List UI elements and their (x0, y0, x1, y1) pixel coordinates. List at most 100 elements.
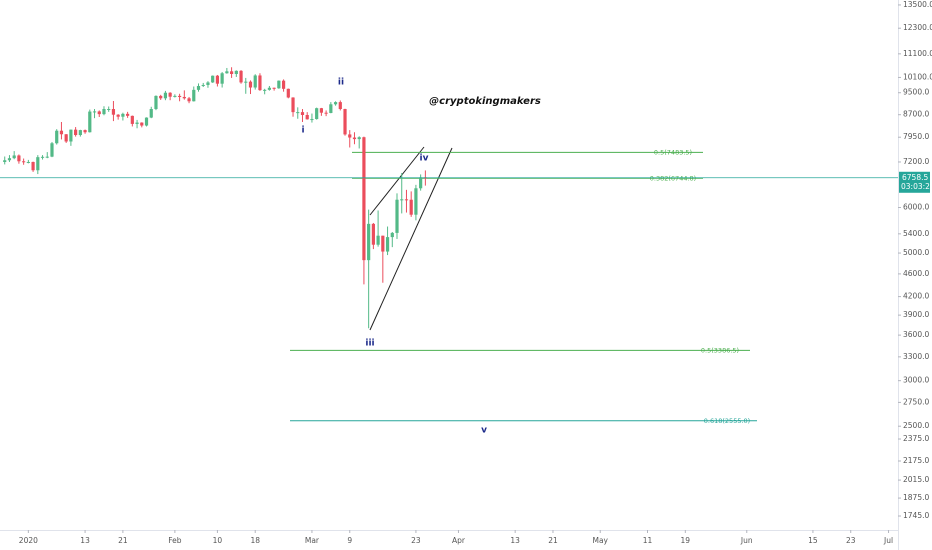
candle-body (22, 161, 26, 163)
last-price-label: 6758.5 (902, 173, 928, 182)
candle-body (17, 155, 21, 162)
candle-body (409, 199, 413, 215)
candle-body (211, 75, 215, 83)
y-tick-label: 7950.0 (903, 132, 929, 141)
candle-body (140, 122, 144, 126)
x-tick-label: 9 (347, 536, 352, 545)
candle-body (40, 156, 45, 158)
candle-body (305, 114, 309, 120)
candle-body (263, 89, 267, 91)
candle-body (3, 160, 7, 162)
candle-body (253, 75, 257, 88)
x-tick-label: 21 (548, 536, 558, 545)
x-tick-label: May (592, 536, 608, 545)
candle-body (277, 80, 281, 89)
candle-body (55, 130, 59, 144)
y-tick-label: 13500.0 (903, 0, 932, 9)
candle-body (286, 88, 290, 98)
candle-body (414, 188, 418, 215)
candle-body (225, 71, 229, 74)
x-tick-label: 23 (846, 536, 856, 545)
candle-body (201, 84, 205, 86)
y-tick-label: 2500.0 (903, 421, 929, 430)
candle-body (111, 109, 116, 115)
candle-body (367, 223, 371, 261)
y-tick-label: 2015.0 (903, 475, 929, 484)
candle-body (385, 237, 390, 252)
candle-body (267, 87, 271, 90)
candle-body (64, 134, 68, 142)
y-tick-label: 5000.0 (903, 248, 929, 257)
y-tick-label: 2750.0 (903, 397, 929, 406)
y-tick-label: 12300.0 (903, 23, 932, 32)
candle-body (192, 89, 196, 102)
x-tick-label: 18 (250, 536, 260, 545)
x-tick-label: 13 (80, 536, 90, 545)
candle-body (319, 108, 323, 113)
candle-body (178, 95, 182, 97)
candle-body (12, 155, 16, 159)
x-tick-label: 10 (213, 536, 223, 545)
candle-body (248, 81, 253, 88)
candle-body (338, 102, 342, 110)
y-tick-label: 2375.0 (903, 434, 929, 443)
y-tick-label: 4600.0 (903, 269, 929, 278)
candle-body (281, 80, 286, 89)
candle-body (74, 129, 78, 136)
candle-body (182, 96, 186, 99)
candle-body (102, 109, 106, 115)
candle-body (92, 111, 97, 113)
candle-body (187, 98, 191, 102)
candle-body (272, 87, 276, 89)
candle-body (126, 113, 130, 116)
candle-body (83, 130, 87, 133)
candle-body (206, 82, 210, 85)
x-tick-label: 23 (411, 536, 421, 545)
candle-body (159, 95, 163, 99)
candle-body (31, 161, 35, 171)
watermark: @cryptokingmakers (429, 96, 541, 107)
candle-body (50, 143, 54, 157)
candle-body (215, 75, 220, 84)
x-tick-label: Jun (740, 536, 753, 545)
candle-body (300, 112, 305, 115)
candle-body (310, 119, 314, 121)
x-tick-label: 21 (118, 536, 128, 545)
candle-body (45, 156, 49, 158)
y-tick-label: 6000.0 (903, 203, 929, 212)
candle-body (352, 137, 357, 140)
y-tick-label: 1875.0 (903, 493, 929, 502)
candle-body (324, 112, 328, 114)
wave-label: iv (420, 154, 429, 164)
wave-label: ii (338, 78, 344, 88)
candle-body (244, 81, 248, 83)
candle-body (371, 223, 375, 245)
candle-body (196, 85, 201, 90)
candle-body (315, 108, 319, 120)
candle-body (26, 161, 30, 163)
candle-body (78, 130, 82, 136)
y-tick-label: 3300.0 (903, 352, 929, 361)
fib-label: 0.618(2555.0) (704, 417, 750, 425)
y-tick-label: 10100.0 (903, 72, 932, 81)
wave-label: i (301, 126, 304, 136)
y-tick-label: 9500.0 (903, 88, 929, 97)
candle-body (59, 130, 64, 135)
candle-body (168, 92, 172, 97)
candle-body (163, 92, 168, 99)
wave-label: v (481, 426, 487, 436)
candle-body (234, 70, 238, 74)
fib-label: 0.382(6744.8) (650, 174, 696, 182)
candle-body (348, 134, 352, 138)
candle-body (154, 95, 158, 110)
candle-body (97, 111, 101, 115)
x-tick-label: 13 (510, 536, 520, 545)
candle-body (88, 111, 92, 133)
fib-label: 0.5(3386.5) (701, 346, 739, 354)
candle-body (400, 199, 404, 201)
candle-body (220, 73, 224, 84)
candle-body (135, 122, 139, 124)
y-tick-label: 7200.0 (903, 157, 929, 166)
